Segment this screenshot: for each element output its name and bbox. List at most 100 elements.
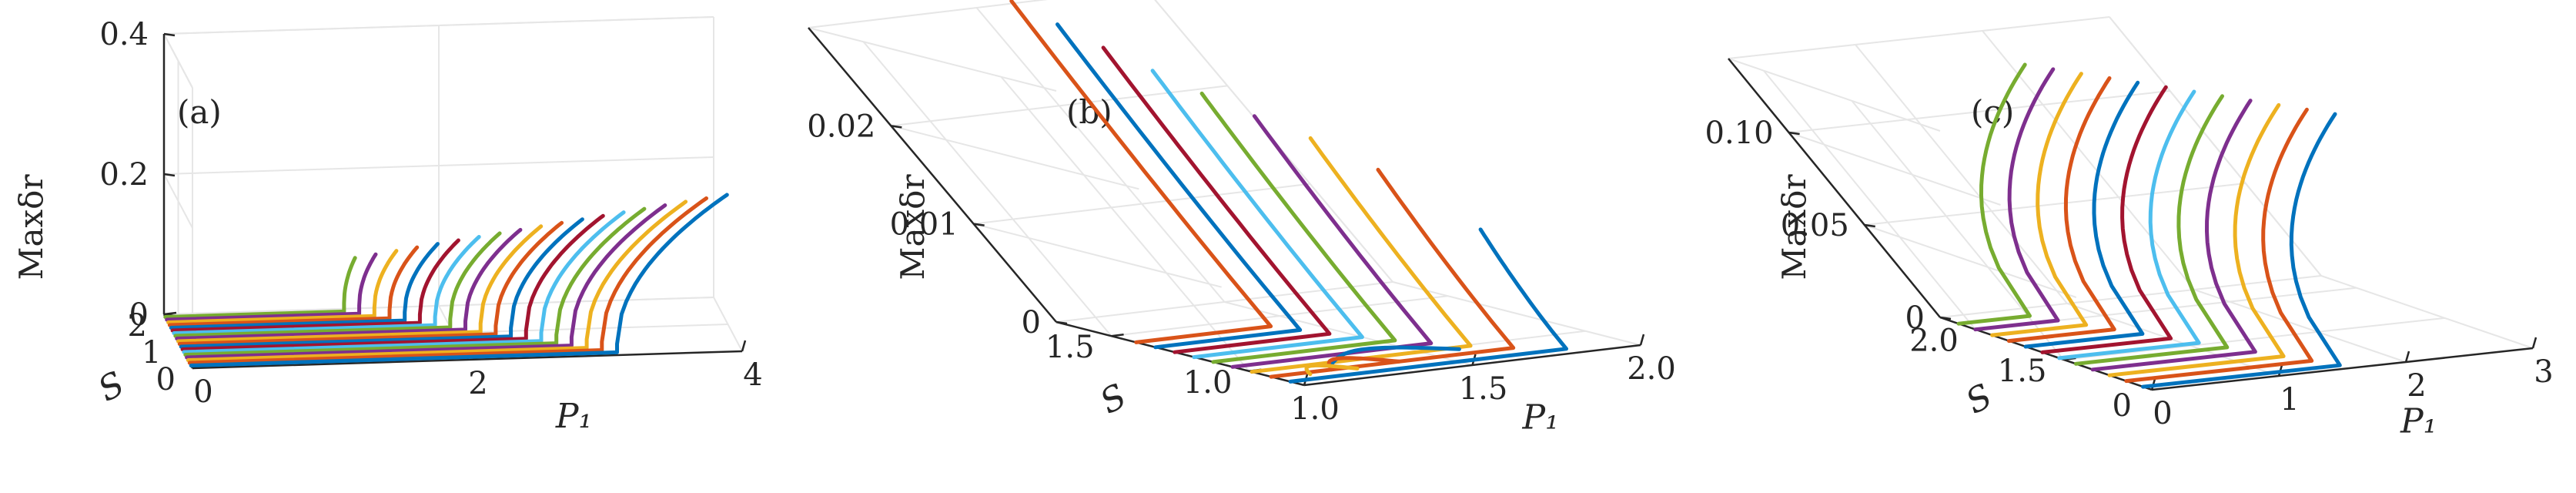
grid-line	[163, 156, 714, 175]
data-curve	[1956, 62, 2032, 326]
data-curve	[165, 252, 378, 322]
data-curve	[180, 213, 605, 351]
data-curve	[2107, 102, 2286, 377]
data-curve	[1288, 227, 1568, 384]
grid-line	[2320, 275, 2534, 349]
box-edge	[1154, 0, 1393, 283]
x-tick-label: 0	[2153, 396, 2172, 431]
x-axis-label: P₁	[555, 397, 592, 436]
x-axis-label: P₁	[2400, 401, 2437, 441]
x-axis-label: P₁	[1522, 398, 1559, 438]
z-tick-label: 0.4	[99, 17, 149, 52]
grid-line	[891, 125, 1139, 190]
x-tick-label: 1.5	[1459, 371, 1508, 407]
z-tick-label: 0.2	[99, 157, 149, 193]
z-tick-label: 0.02	[807, 109, 875, 144]
z-axis-label: Maxδr	[12, 174, 50, 280]
grid-line	[862, 41, 1112, 337]
panel-label: (a)	[177, 93, 222, 131]
y-axis-label: S	[1959, 377, 1999, 422]
z-tick-mark	[163, 173, 176, 177]
data-curve	[166, 249, 399, 324]
data-curve	[1250, 136, 1473, 374]
data-curve	[2141, 112, 2342, 389]
data-curve	[2090, 99, 2257, 372]
data-curve	[182, 210, 626, 354]
data-curve	[173, 231, 502, 338]
x-axis	[2151, 347, 2534, 391]
grid-line	[1763, 70, 1976, 330]
box-edge	[163, 33, 193, 89]
grid-line	[1154, 0, 1393, 283]
x-tick-mark	[2531, 337, 2538, 349]
boundary-arc	[1304, 363, 1360, 377]
data-curve	[1269, 167, 1516, 379]
data-curve	[177, 220, 564, 346]
grid-line	[1392, 281, 1641, 346]
data-curve	[167, 245, 420, 327]
grid-line	[973, 223, 1222, 288]
z-tick-label: 0	[1905, 300, 1925, 336]
z-tick-label: 0.05	[1781, 208, 1849, 243]
y-tick-label: 0	[2113, 388, 2132, 424]
x-tick-mark	[1639, 334, 1645, 346]
z-tick-label: 0	[129, 297, 149, 333]
z-tick-label: 0	[1022, 305, 1041, 340]
z-axis-label: Maxδr	[1775, 174, 1813, 280]
data-curve	[2124, 107, 2314, 384]
box-edge	[1728, 58, 1941, 132]
box-edge	[2109, 16, 2322, 277]
grid-line	[1864, 224, 2077, 298]
data-curve	[185, 203, 667, 360]
grid-line	[973, 183, 1310, 225]
x-tick-label: 2	[2407, 368, 2426, 404]
data-curve	[172, 235, 481, 335]
box-edge	[808, 0, 1049, 29]
y-tick-mark	[1111, 333, 1124, 337]
x-tick-label: 1.0	[1290, 391, 1340, 427]
y-tick-label: 2	[128, 308, 147, 344]
grid-line	[1851, 100, 2065, 361]
grid-line	[1055, 281, 1393, 323]
data-curve	[1990, 72, 2089, 337]
z-axis	[808, 27, 1057, 323]
x-tick-mark	[2404, 350, 2410, 363]
grid-line	[1855, 44, 2068, 304]
grid-line	[1939, 275, 2322, 318]
data-curve	[163, 256, 357, 319]
grid-line	[2063, 317, 2445, 361]
y-tick-label: 2.0	[1909, 324, 1959, 359]
data-curve	[175, 227, 523, 340]
z-axis	[1728, 58, 1941, 318]
y-tick-label: 1.0	[1183, 365, 1233, 401]
x-tick-label: 4	[743, 357, 762, 393]
data-curve	[186, 200, 688, 362]
y-tick-label: 1	[142, 335, 161, 371]
grid-line	[1864, 183, 2246, 226]
data-curve	[187, 196, 708, 365]
x-tick-label: 2.0	[1627, 351, 1676, 387]
grid-line	[1111, 295, 1448, 337]
z-tick-mark	[1788, 131, 1800, 136]
grid-line	[1788, 132, 2001, 206]
y-tick-label: 0	[156, 362, 176, 397]
data-curve	[183, 206, 647, 357]
data-curve	[2074, 94, 2230, 366]
box-edge	[1728, 16, 2110, 59]
y-tick-label: 1.5	[1998, 354, 2047, 389]
data-curve	[1150, 69, 1364, 360]
data-curve	[1055, 22, 1303, 350]
data-curve	[176, 224, 544, 344]
box-edge	[808, 27, 1057, 92]
data-curve	[179, 217, 584, 349]
data-curve	[189, 193, 729, 367]
z-tick-label: 0.10	[1705, 116, 1774, 151]
x-tick-label: 2	[468, 366, 487, 401]
data-curve	[1199, 91, 1397, 364]
x-tick-mark	[741, 340, 747, 352]
z-tick-label: 0.01	[890, 207, 958, 243]
